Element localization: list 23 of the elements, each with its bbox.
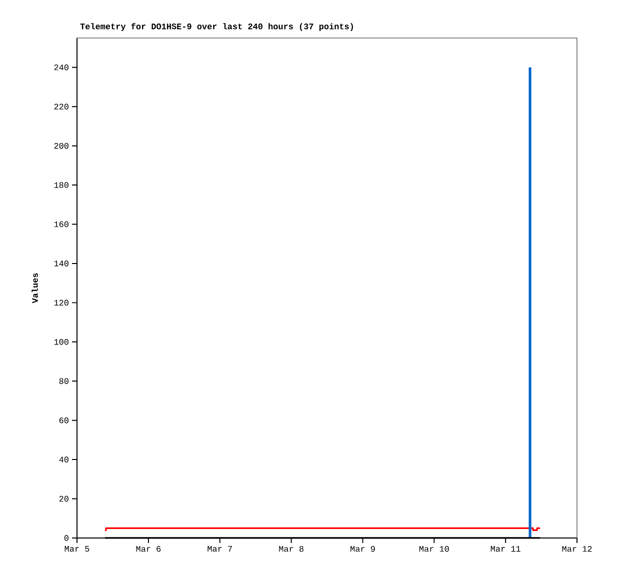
y-tick-label: 160 <box>54 221 68 228</box>
y-tick-label: 60 <box>59 417 68 424</box>
y-tick-label: 100 <box>54 339 68 345</box>
x-tick-label: Mar 6 <box>136 546 161 552</box>
y-tick-label: 40 <box>59 456 68 462</box>
y-tick-label: 200 <box>54 142 68 149</box>
x-tick-label: Mar 11 <box>490 546 520 552</box>
y-tick-label: 180 <box>54 182 68 188</box>
y-tick-label: 140 <box>54 260 68 266</box>
y-tick-label: 120 <box>54 300 68 306</box>
y-tick-label: 220 <box>54 104 68 110</box>
y-tick-label: 0 <box>64 535 68 541</box>
x-tick-label: Mar 9 <box>350 546 375 552</box>
y-tick-label: 80 <box>59 378 68 384</box>
y-tick-label: 20 <box>59 496 68 502</box>
x-tick-label: Mar 10 <box>419 546 449 552</box>
x-tick-label: Mar 5 <box>64 546 90 552</box>
x-tick-label: Mar 12 <box>562 546 592 552</box>
y-axis-title: Values <box>32 273 38 304</box>
chart-title: Telemetry for DO1HSE-9 over last 240 hours (37 points) <box>80 22 353 31</box>
x-tick-label: Mar 8 <box>279 546 304 552</box>
x-tick-label: Mar 7 <box>208 546 232 552</box>
y-tick-label: 240 <box>54 64 68 70</box>
